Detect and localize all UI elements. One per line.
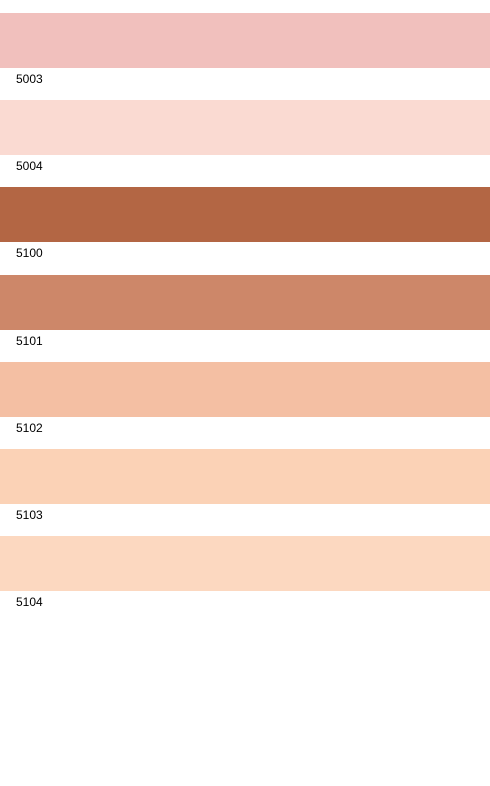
swatch-label: 5103: [16, 508, 43, 522]
swatch-label: 5100: [16, 246, 43, 261]
color-swatch: [0, 187, 490, 243]
swatch-label: 5102: [16, 420, 43, 435]
swatch-label: 5104: [16, 595, 43, 610]
color-swatch: [0, 100, 490, 156]
swatch-label: 5003: [16, 72, 43, 86]
swatch-label: 5101: [16, 333, 43, 348]
color-swatch: [0, 536, 490, 592]
swatch-label: 5004: [16, 159, 43, 174]
color-swatch: [0, 449, 490, 504]
color-swatch: [0, 361, 490, 417]
color-swatch: [0, 274, 490, 330]
color-swatch: [0, 13, 490, 68]
